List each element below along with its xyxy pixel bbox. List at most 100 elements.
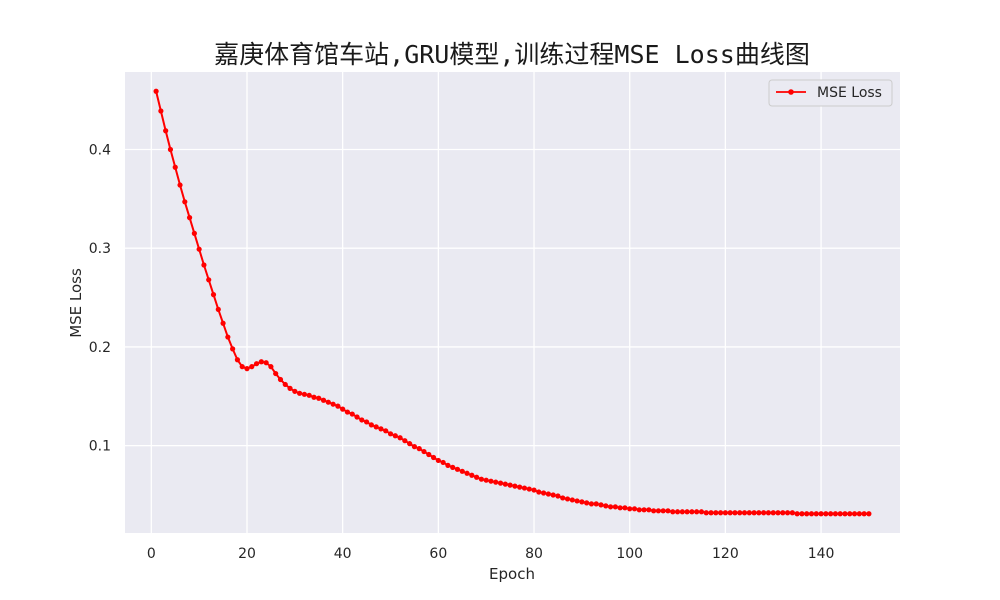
data-point xyxy=(569,497,575,503)
data-point xyxy=(866,511,872,517)
data-point xyxy=(407,441,413,447)
data-point xyxy=(579,499,585,505)
data-point xyxy=(454,466,461,472)
data-point xyxy=(311,394,317,400)
data-point xyxy=(775,510,781,516)
data-point xyxy=(186,215,193,221)
data-point xyxy=(698,509,705,515)
data-point xyxy=(832,511,839,517)
legend-label: MSE Loss xyxy=(817,85,882,101)
data-point xyxy=(320,397,327,403)
data-point xyxy=(842,511,848,517)
data-point xyxy=(306,392,312,398)
chart-title: 嘉庚体育馆车站,GRU模型,训练过程MSE Loss曲线图 xyxy=(214,40,810,69)
legend-box xyxy=(768,79,893,107)
data-point xyxy=(588,501,595,507)
data-point xyxy=(607,504,614,510)
data-point xyxy=(732,510,738,516)
data-point xyxy=(172,164,178,170)
x-tick-label: 140 xyxy=(808,546,835,562)
data-point xyxy=(655,508,662,514)
data-point xyxy=(651,508,657,514)
data-point xyxy=(239,364,245,370)
data-point xyxy=(483,477,489,483)
data-point xyxy=(282,381,288,388)
data-point xyxy=(383,428,389,434)
data-point xyxy=(598,502,604,508)
data-point xyxy=(584,500,590,506)
data-point xyxy=(163,128,169,134)
data-point xyxy=(727,510,733,516)
legend-marker xyxy=(788,89,794,95)
data-point xyxy=(354,414,360,420)
data-point xyxy=(464,470,470,476)
data-point xyxy=(340,406,346,412)
data-point xyxy=(823,511,829,517)
data-point xyxy=(627,506,633,512)
data-point xyxy=(411,444,418,450)
data-point xyxy=(387,431,394,437)
data-point xyxy=(818,511,824,517)
data-point xyxy=(445,462,451,468)
x-tick-label: 120 xyxy=(712,546,739,562)
data-point xyxy=(402,438,408,444)
data-point xyxy=(191,230,197,236)
y-tick-label: 0.4 xyxy=(89,142,111,158)
data-point xyxy=(359,417,365,423)
data-point xyxy=(646,507,652,513)
x-tick-label: 0 xyxy=(147,546,156,562)
data-point xyxy=(368,422,374,428)
data-point xyxy=(564,496,571,502)
data-point xyxy=(784,510,791,516)
data-point xyxy=(660,508,666,514)
plot-area xyxy=(125,72,900,533)
data-point xyxy=(603,503,609,509)
y-tick-label: 0.2 xyxy=(89,340,111,356)
data-point xyxy=(828,511,834,517)
data-point xyxy=(459,468,465,474)
data-point xyxy=(430,454,437,461)
data-point xyxy=(641,507,647,513)
x-tick-label: 80 xyxy=(525,546,543,562)
legend: MSE Loss xyxy=(768,79,893,107)
data-point xyxy=(631,506,638,512)
data-point xyxy=(674,509,681,515)
data-point xyxy=(215,306,221,313)
data-point xyxy=(794,511,800,517)
data-point xyxy=(545,491,551,497)
grid-lines xyxy=(125,72,900,533)
data-point xyxy=(373,424,379,430)
data-point xyxy=(689,509,695,515)
data-point xyxy=(263,360,269,366)
data-point xyxy=(536,489,542,495)
x-axis-label: Epoch xyxy=(489,565,535,583)
data-point xyxy=(737,510,743,516)
data-point xyxy=(560,495,566,501)
data-point xyxy=(225,334,231,340)
data-point xyxy=(363,419,370,425)
data-point xyxy=(316,395,322,401)
data-point xyxy=(378,426,384,432)
data-point xyxy=(756,510,762,516)
data-point xyxy=(765,510,772,516)
data-point xyxy=(531,487,537,493)
data-point xyxy=(851,511,858,517)
data-point xyxy=(684,509,690,515)
y-tick-label: 0.1 xyxy=(89,439,111,455)
data-point xyxy=(770,510,776,516)
data-point xyxy=(277,376,284,383)
data-point xyxy=(746,510,752,516)
data-point xyxy=(497,480,504,486)
data-point xyxy=(517,484,523,490)
data-point xyxy=(210,292,217,298)
data-point xyxy=(703,510,709,516)
data-point xyxy=(416,446,422,452)
data-point xyxy=(837,511,843,517)
data-point xyxy=(249,364,255,370)
data-point xyxy=(158,108,164,114)
y-axis-label: MSE Loss xyxy=(67,268,85,338)
x-tick-label: 60 xyxy=(429,546,447,562)
data-point xyxy=(426,451,432,458)
